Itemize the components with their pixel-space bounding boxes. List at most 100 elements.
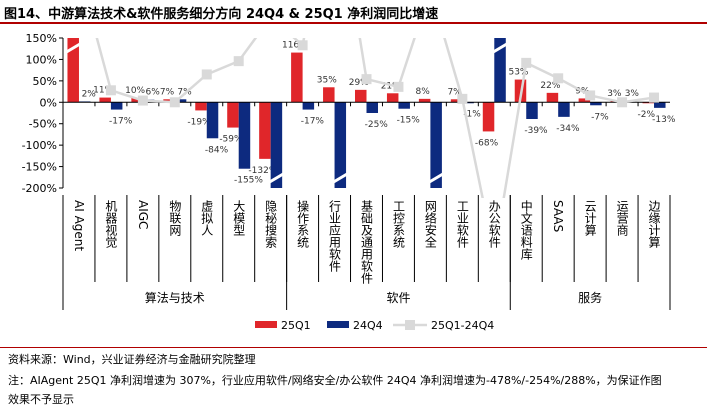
- data-label-24Q4: -25%: [365, 120, 389, 130]
- data-label-25Q1: -2%: [638, 110, 656, 120]
- line-marker: [521, 57, 532, 68]
- chart: 150% 100% 50% 0% -50% -100% -150% -200% 2% AI Age…: [22, 32, 676, 332]
- footer-divider: [0, 347, 707, 348]
- y-tick-label: 50%: [33, 75, 57, 88]
- legend-label: 25Q1-24Q4: [431, 319, 494, 332]
- data-label-24Q4: -34%: [556, 124, 580, 134]
- line-marker: [649, 92, 660, 103]
- y-tick-label: 100%: [26, 53, 57, 66]
- data-label-24Q4: -13%: [652, 115, 676, 125]
- bar-24Q4: [398, 102, 410, 109]
- line-marker: [201, 69, 212, 80]
- line-marker: [585, 90, 596, 101]
- line-marker: [393, 81, 404, 92]
- bar-25Q1: [291, 52, 303, 103]
- legend-label: 24Q4: [353, 319, 383, 332]
- break-mark: [65, 42, 81, 54]
- bar-25Q1: [418, 98, 431, 103]
- bar-24Q4: [206, 102, 219, 139]
- data-label-24Q4: -17%: [301, 117, 325, 127]
- break-mark: [268, 172, 284, 184]
- category-label: 云计算: [583, 200, 597, 236]
- bar-24Q4: [238, 102, 251, 169]
- bar-24Q4: [270, 102, 283, 188]
- bar-24Q4: [590, 102, 602, 106]
- y-tick-label: -150%: [22, 161, 57, 174]
- category-label: 工业软件: [455, 200, 469, 248]
- break-mark: [492, 42, 508, 54]
- data-label-25Q1: 10%: [125, 86, 145, 96]
- bar-24Q4: [494, 38, 506, 103]
- category-label: 操作系统: [296, 199, 310, 248]
- category-label: 机器视觉: [104, 200, 118, 249]
- bar-24Q4: [366, 102, 379, 113]
- bar-25Q1: [386, 93, 399, 103]
- break-mark: [428, 172, 444, 184]
- data-label-25Q1: -68%: [475, 138, 499, 148]
- bar-25Q1: [546, 92, 559, 103]
- data-label-25Q1: 22%: [540, 81, 560, 91]
- bar-24Q4: [558, 102, 570, 117]
- legend-label: 25Q1: [281, 319, 311, 332]
- title-divider: [0, 22, 707, 24]
- category-label: 行业应用软件: [328, 200, 342, 272]
- bar-25Q1: [67, 38, 79, 103]
- data-label-24Q4: -15%: [397, 116, 421, 126]
- data-label-24Q4: 2%: [82, 89, 97, 99]
- data-label-25Q1: 116%: [282, 41, 308, 51]
- category-label: SAAS: [551, 200, 565, 232]
- legend-swatch: [255, 321, 277, 328]
- group-label: 服务: [578, 290, 602, 305]
- data-label-25Q1: 3%: [607, 89, 622, 99]
- y-tick-label: 0%: [40, 96, 57, 109]
- bar-25Q1: [259, 102, 271, 159]
- bar-25Q1: [227, 102, 239, 128]
- line-marker: [617, 97, 628, 108]
- category-label: 隐秘搜索: [264, 200, 278, 248]
- bar-25Q1: [195, 102, 207, 111]
- category-label: 工控系统: [391, 200, 405, 248]
- data-label-25Q1: -132%: [248, 166, 277, 176]
- bar-24Q4: [430, 102, 442, 188]
- category-label: 大模型: [232, 200, 246, 236]
- line-marker: [457, 93, 468, 104]
- bar-24Q4: [654, 102, 666, 108]
- data-label-24Q4: -17%: [109, 117, 133, 127]
- line-marker: [137, 95, 148, 106]
- line-marker: [297, 40, 308, 51]
- bar-24Q4: [302, 102, 315, 110]
- category-label: 边缘计算: [647, 200, 661, 248]
- group-label: 算法与技术: [145, 290, 205, 305]
- figure-title: 图14、中游算法技术&软件服务细分方向 24Q4 & 25Q1 净利润同比增速: [4, 7, 439, 22]
- bar-25Q1: [578, 98, 591, 103]
- data-label-25Q1: -59%: [219, 135, 243, 145]
- category-label: 基础及通用软件: [360, 200, 374, 284]
- break-mark: [332, 172, 348, 184]
- line-marker: [553, 73, 564, 84]
- line-marker: [105, 85, 116, 96]
- data-label-24Q4: 6%: [145, 88, 160, 98]
- bar-24Q4: [526, 102, 538, 119]
- line-marker: [233, 56, 244, 67]
- data-label-24Q4: -1%: [463, 110, 481, 120]
- y-tick-label: -200%: [22, 182, 57, 195]
- bar-24Q4: [110, 102, 123, 110]
- data-label-24Q4: -155%: [234, 176, 263, 186]
- bar-25Q1: [131, 98, 143, 103]
- source-note: 资料来源：Wind，兴业证券经济与金融研究院整理: [8, 353, 256, 366]
- data-label-24Q4: -84%: [205, 145, 229, 155]
- data-label-25Q1: -19%: [187, 117, 211, 127]
- data-label-25Q1: 35%: [317, 75, 337, 85]
- category-label: AI Agent: [72, 200, 86, 251]
- category-label: 虚拟人: [200, 200, 214, 236]
- bar-25Q1: [354, 89, 367, 103]
- bar-24Q4: [174, 99, 187, 103]
- y-tick-label: -50%: [29, 118, 57, 131]
- category-label: 物联网: [168, 200, 182, 236]
- data-label-24Q4: -39%: [524, 126, 548, 136]
- data-label-25Q1: 8%: [416, 87, 431, 97]
- line-marker: [361, 74, 372, 85]
- data-label-25Q1: 7%: [447, 87, 462, 97]
- bar-25Q1: [323, 87, 335, 103]
